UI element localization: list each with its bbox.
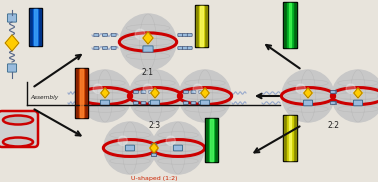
Polygon shape bbox=[101, 88, 109, 98]
FancyBboxPatch shape bbox=[191, 90, 196, 94]
FancyBboxPatch shape bbox=[330, 90, 335, 94]
Polygon shape bbox=[304, 88, 312, 98]
FancyBboxPatch shape bbox=[152, 154, 156, 157]
FancyBboxPatch shape bbox=[304, 100, 313, 106]
FancyBboxPatch shape bbox=[183, 90, 188, 94]
Circle shape bbox=[152, 122, 204, 174]
FancyBboxPatch shape bbox=[133, 90, 138, 94]
Bar bbox=[288, 3, 291, 47]
Circle shape bbox=[143, 84, 152, 93]
Bar bbox=[29, 8, 42, 46]
Circle shape bbox=[129, 70, 181, 122]
FancyBboxPatch shape bbox=[183, 47, 187, 50]
Bar bbox=[283, 2, 297, 48]
Bar bbox=[284, 3, 296, 47]
Circle shape bbox=[179, 70, 231, 122]
FancyBboxPatch shape bbox=[330, 102, 335, 104]
Bar bbox=[196, 6, 207, 46]
Text: U-shaped (1:2): U-shaped (1:2) bbox=[131, 176, 177, 181]
FancyBboxPatch shape bbox=[133, 102, 138, 104]
FancyBboxPatch shape bbox=[8, 64, 17, 72]
FancyBboxPatch shape bbox=[174, 145, 183, 151]
FancyBboxPatch shape bbox=[94, 47, 99, 50]
Polygon shape bbox=[354, 88, 362, 98]
FancyBboxPatch shape bbox=[199, 102, 204, 104]
Bar bbox=[76, 69, 87, 117]
FancyBboxPatch shape bbox=[102, 33, 107, 36]
Bar bbox=[284, 116, 296, 160]
Bar bbox=[198, 6, 204, 46]
FancyBboxPatch shape bbox=[141, 102, 146, 104]
Bar bbox=[79, 69, 84, 117]
FancyBboxPatch shape bbox=[187, 47, 192, 50]
Bar bbox=[287, 116, 293, 160]
Polygon shape bbox=[143, 32, 153, 44]
Bar bbox=[34, 9, 37, 45]
Bar bbox=[283, 115, 297, 161]
Bar bbox=[33, 9, 39, 45]
FancyBboxPatch shape bbox=[187, 33, 192, 36]
FancyBboxPatch shape bbox=[332, 102, 337, 104]
Circle shape bbox=[93, 84, 102, 93]
Bar bbox=[195, 5, 208, 47]
Bar bbox=[80, 69, 83, 117]
FancyBboxPatch shape bbox=[111, 47, 116, 50]
Bar bbox=[30, 9, 41, 45]
FancyBboxPatch shape bbox=[353, 100, 363, 106]
FancyBboxPatch shape bbox=[102, 47, 107, 50]
FancyBboxPatch shape bbox=[111, 33, 116, 36]
Bar bbox=[209, 119, 214, 161]
Circle shape bbox=[282, 70, 334, 122]
FancyBboxPatch shape bbox=[101, 100, 110, 106]
FancyBboxPatch shape bbox=[332, 90, 337, 94]
Polygon shape bbox=[201, 88, 209, 98]
FancyBboxPatch shape bbox=[143, 46, 153, 52]
Circle shape bbox=[104, 122, 156, 174]
Bar bbox=[75, 68, 88, 118]
Circle shape bbox=[346, 84, 355, 93]
FancyBboxPatch shape bbox=[183, 33, 187, 36]
Bar bbox=[288, 116, 291, 160]
FancyBboxPatch shape bbox=[8, 14, 17, 22]
Ellipse shape bbox=[3, 116, 33, 124]
FancyBboxPatch shape bbox=[149, 102, 153, 104]
Polygon shape bbox=[150, 143, 158, 153]
Bar bbox=[287, 3, 293, 47]
Bar bbox=[210, 119, 213, 161]
Polygon shape bbox=[151, 88, 159, 98]
Text: 2:2: 2:2 bbox=[327, 121, 339, 130]
Polygon shape bbox=[5, 35, 19, 51]
FancyBboxPatch shape bbox=[152, 144, 156, 147]
Bar bbox=[206, 119, 217, 161]
Circle shape bbox=[79, 70, 131, 122]
FancyBboxPatch shape bbox=[141, 90, 146, 94]
FancyBboxPatch shape bbox=[183, 102, 188, 104]
FancyBboxPatch shape bbox=[178, 47, 183, 50]
Circle shape bbox=[135, 29, 145, 39]
FancyBboxPatch shape bbox=[200, 100, 209, 106]
Circle shape bbox=[166, 136, 175, 145]
FancyBboxPatch shape bbox=[191, 102, 196, 104]
Text: 2:1: 2:1 bbox=[142, 68, 154, 77]
FancyBboxPatch shape bbox=[149, 90, 153, 94]
Circle shape bbox=[296, 84, 305, 93]
Ellipse shape bbox=[3, 137, 33, 147]
Circle shape bbox=[118, 136, 127, 145]
FancyBboxPatch shape bbox=[0, 111, 38, 147]
Circle shape bbox=[120, 14, 176, 70]
Bar bbox=[205, 118, 218, 162]
FancyBboxPatch shape bbox=[178, 33, 183, 36]
FancyBboxPatch shape bbox=[150, 100, 160, 106]
Circle shape bbox=[193, 84, 202, 93]
FancyBboxPatch shape bbox=[152, 144, 156, 147]
FancyBboxPatch shape bbox=[199, 90, 204, 94]
Text: Assembly: Assembly bbox=[30, 96, 58, 100]
FancyBboxPatch shape bbox=[125, 145, 135, 151]
FancyBboxPatch shape bbox=[94, 33, 99, 36]
FancyBboxPatch shape bbox=[152, 154, 156, 157]
Circle shape bbox=[332, 70, 378, 122]
Bar bbox=[200, 6, 203, 46]
Text: 2:3: 2:3 bbox=[149, 121, 161, 130]
